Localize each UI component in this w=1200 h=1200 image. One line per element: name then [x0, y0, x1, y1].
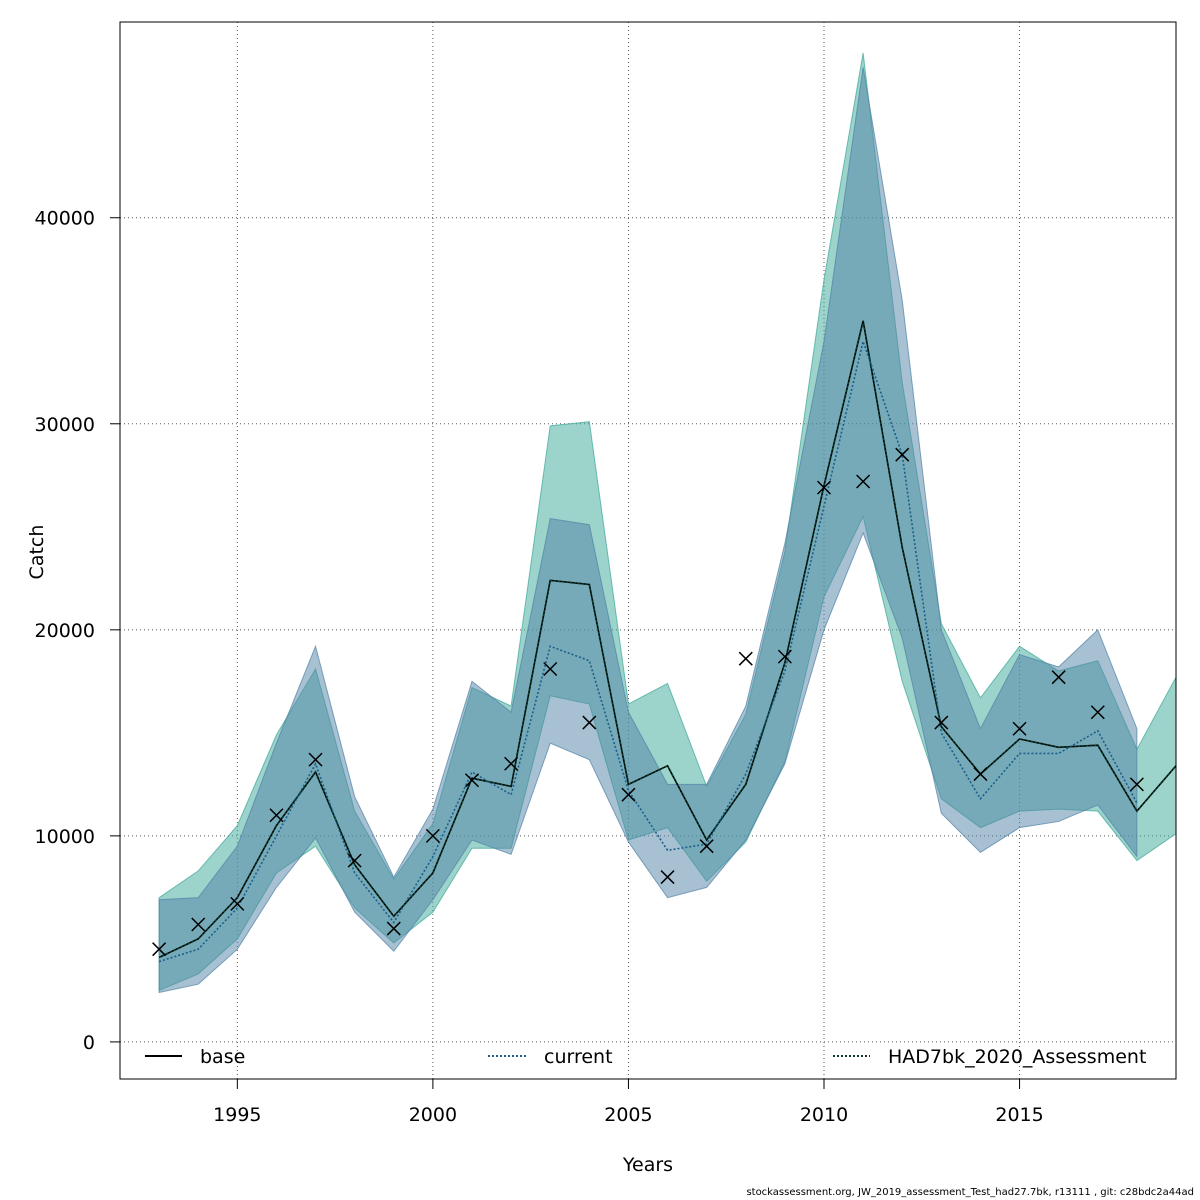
observed-marker-1999	[386, 921, 401, 936]
footer-caption: stockassessment.org, JW_2019_assessment_…	[746, 1187, 1194, 1198]
legend-label-base: base	[200, 1046, 245, 1068]
observed-marker-1995	[230, 896, 245, 911]
observed-marker-1994	[191, 917, 206, 932]
observed-marker-1993	[152, 942, 167, 957]
observed-marker-2010	[816, 480, 832, 495]
observed-marker-2003	[543, 661, 558, 677]
observed-marker-1996	[269, 808, 284, 823]
y-tick-label-40000: 40000	[35, 208, 95, 230]
observed-markers	[152, 447, 1144, 957]
legend-label-had7bk: HAD7bk_2020_Assessment	[888, 1046, 1146, 1068]
observed-marker-2014	[973, 767, 988, 782]
observed-marker-2001	[464, 773, 480, 788]
x-tick-label-1995: 1995	[213, 1104, 261, 1126]
observed-marker-2015	[1012, 721, 1027, 736]
y-axis-label: Catch	[26, 525, 48, 580]
observed-marker-2018	[1129, 777, 1144, 792]
observed-marker-2005	[621, 787, 636, 802]
x-axis-label: Years	[622, 1154, 673, 1176]
observed-marker-2002	[504, 756, 519, 771]
line-current	[158, 338, 1138, 963]
observed-marker-2013	[934, 715, 949, 730]
observed-marker-1997	[308, 752, 323, 767]
legend: base current HAD7bk_2020_Assessment	[145, 1046, 1146, 1068]
y-tick-label-30000: 30000	[35, 414, 95, 436]
x-tick-label-2000: 2000	[409, 1104, 457, 1126]
observed-marker-2017	[1090, 705, 1105, 720]
observed-marker-2004	[582, 715, 597, 730]
observed-marker-1998	[347, 853, 362, 868]
observed-marker-2012	[895, 447, 910, 462]
legend-label-current: current	[544, 1046, 613, 1068]
observed-marker-2008	[738, 651, 753, 666]
y-tick-label-10000: 10000	[35, 826, 95, 848]
y-tick-label-20000: 20000	[35, 620, 95, 642]
observed-marker-2016	[1051, 670, 1066, 685]
plot-frame	[119, 21, 1177, 1080]
observed-marker-2007	[699, 839, 714, 854]
x-tick-label-2005: 2005	[604, 1104, 652, 1126]
observed-marker-2006	[660, 870, 675, 885]
observed-marker-2011	[856, 474, 871, 489]
observed-marker-2000	[425, 828, 440, 843]
grid-lines	[120, 22, 1176, 1079]
confidence-bands	[158, 52, 1176, 994]
x-tick-label-2010: 2010	[800, 1104, 848, 1126]
axes: 1995 2000 2005 2010 2015 0 10000 20000 30000 4000…	[35, 208, 1044, 1126]
y-tick-label-0: 0	[83, 1032, 95, 1054]
band-current	[158, 67, 1138, 994]
line-base	[158, 320, 1176, 959]
series-lines	[158, 320, 1176, 963]
x-tick-label-2015: 2015	[995, 1104, 1043, 1126]
observed-marker-2009	[777, 649, 792, 664]
